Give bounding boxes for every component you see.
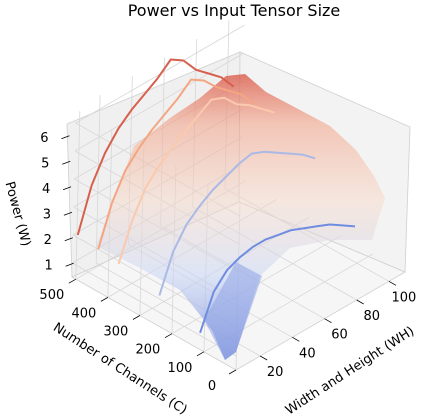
- grid-line: [75, 111, 81, 280]
- x-tick-mark: [388, 280, 397, 286]
- x-tick-label: 40: [299, 346, 316, 361]
- grid-line: [74, 52, 245, 152]
- series-line: [158, 150, 316, 296]
- grid-line: [235, 271, 406, 371]
- y-tick-mark: [132, 315, 141, 320]
- x-tick-mark: [259, 355, 268, 361]
- x-axis-label: Width and Height (WH): [283, 324, 417, 418]
- y-tick-label: 400: [71, 306, 96, 321]
- x-axis-ticks: 20 40 60 80 100: [259, 280, 416, 380]
- z-tick-label: 3: [43, 207, 51, 222]
- z-tick-mark: [65, 262, 74, 267]
- z-tick-label: 1: [44, 258, 52, 273]
- z-tick-mark: [62, 186, 72, 191]
- series-line: [199, 223, 356, 334]
- z-tick-label: 6: [40, 131, 48, 146]
- y-tick-mark: [164, 333, 173, 339]
- y-tick-label: 500: [39, 288, 64, 303]
- series-line: [97, 78, 255, 250]
- x-tick-mark: [356, 299, 364, 305]
- z-tick-mark: [61, 135, 70, 140]
- surface-dark-fold: [204, 262, 262, 360]
- grid-line: [95, 94, 101, 264]
- z-axis-label: Power (W): [2, 180, 34, 248]
- y-tick-label: 100: [168, 361, 193, 376]
- x-tick-label: 20: [267, 365, 284, 380]
- series-line: [117, 96, 275, 265]
- z-tick-label: 5: [41, 156, 49, 171]
- chart-title: Power vs Input Tensor Size: [128, 1, 341, 20]
- z-tick-label: 4: [42, 182, 50, 197]
- grid-line: [72, 262, 237, 357]
- x-tick-label: 100: [391, 290, 416, 305]
- y-axis-ticks: 0 100 200 300 400 500: [39, 278, 237, 394]
- series-lines: [76, 58, 356, 334]
- x-tick-label: 80: [363, 309, 380, 324]
- x-tick-mark: [324, 318, 332, 324]
- y-tick-label: 0: [208, 379, 216, 394]
- z-tick-mark: [64, 237, 73, 242]
- y-tick-mark: [196, 351, 205, 357]
- y-tick-label: 300: [103, 325, 128, 340]
- x-tick-mark: [292, 336, 300, 342]
- z-tick-mark: [62, 160, 71, 165]
- z-tick-mark: [63, 211, 73, 216]
- x-tick-label: 60: [331, 328, 348, 343]
- power-surface: [96, 74, 385, 360]
- y-tick-mark: [228, 369, 237, 375]
- z-axis-ticks: 1 2 3 4 5 6: [40, 131, 74, 273]
- series-line: [76, 58, 235, 236]
- z-tick-label: 2: [44, 233, 52, 248]
- y-tick-label: 200: [136, 343, 161, 358]
- y-tick-mark: [68, 278, 77, 284]
- y-tick-mark: [100, 296, 109, 302]
